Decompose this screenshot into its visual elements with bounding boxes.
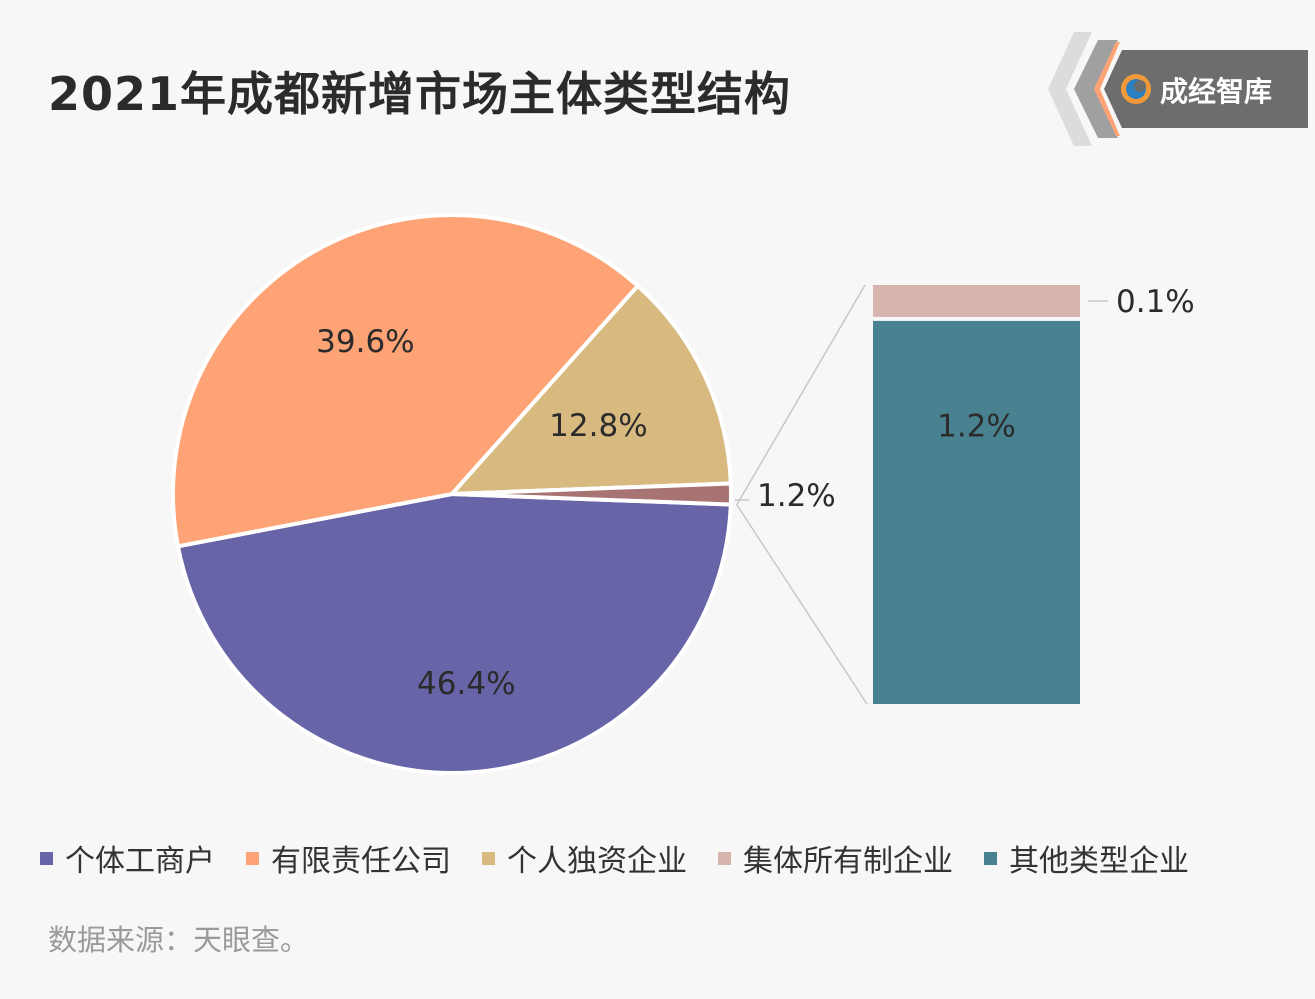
chart-title: 2021年成都新增市场主体类型结构 (48, 67, 792, 121)
data-label-group: 46.4% 39.6% 12.8% 1.2% 0.1% 1.2% (316, 284, 1195, 702)
legend-label-limited: 有限责任公司 (271, 844, 451, 879)
legend-label-individual: 个体工商户 (65, 844, 215, 879)
legend-item-collective: 集体所有制企业 (718, 836, 953, 880)
pie-slice-sole (447, 283, 733, 497)
legend: 个体工商户 有限责任公司 个人独资企业 集体所有制企业 其他类型企业 (40, 836, 1220, 880)
legend-label-other: 其他类型企业 (1009, 844, 1189, 879)
logo-plate (1104, 50, 1308, 128)
bar-label-other: 1.2% (937, 408, 1016, 444)
logo-chevron-accent (1094, 42, 1120, 136)
legend-label-collective: 集体所有制企业 (743, 844, 953, 879)
logo-chevron-outer (1048, 32, 1092, 146)
legend-item-other: 其他类型企业 (984, 836, 1189, 880)
pie-slice-limited (171, 213, 641, 549)
bar-segment-collective (873, 285, 1080, 317)
bar-segment-other (873, 320, 1080, 704)
logo-chevron-mid (1074, 40, 1118, 138)
data-source-note: 数据来源：天眼查。 (48, 923, 310, 957)
swirl-logo-icon (1121, 74, 1151, 104)
legend-item-individual: 个体工商户 (40, 836, 215, 880)
legend-swatch-sole (482, 851, 495, 865)
legend-swatch-other (984, 851, 997, 865)
pie-label-individual: 46.4% (417, 666, 515, 702)
pie-label-sole: 12.8% (549, 408, 647, 444)
connector-line-top (736, 284, 866, 506)
legend-item-sole: 个人独资企业 (482, 836, 687, 880)
brand-logo (1048, 32, 1308, 146)
pie-label-limited: 39.6% (316, 324, 414, 360)
legend-swatch-limited (246, 851, 259, 865)
connector-line-bottom (736, 504, 868, 705)
legend-item-limited: 有限责任公司 (246, 836, 451, 880)
legend-label-sole: 个人独资企业 (507, 844, 687, 879)
legend-swatch-individual (40, 851, 53, 865)
pie-slice-individual (175, 491, 733, 775)
bar-label-collective: 0.1% (1116, 284, 1195, 320)
stacked-bar-group (873, 285, 1080, 704)
pie-label-combined-other: 1.2% (757, 478, 836, 514)
pie-slice-combined-other (451, 481, 734, 507)
pie-group (171, 213, 734, 775)
legend-swatch-collective (718, 851, 731, 865)
connector-group (736, 284, 868, 705)
brand-logo-text: 成经智库 (1160, 75, 1273, 108)
